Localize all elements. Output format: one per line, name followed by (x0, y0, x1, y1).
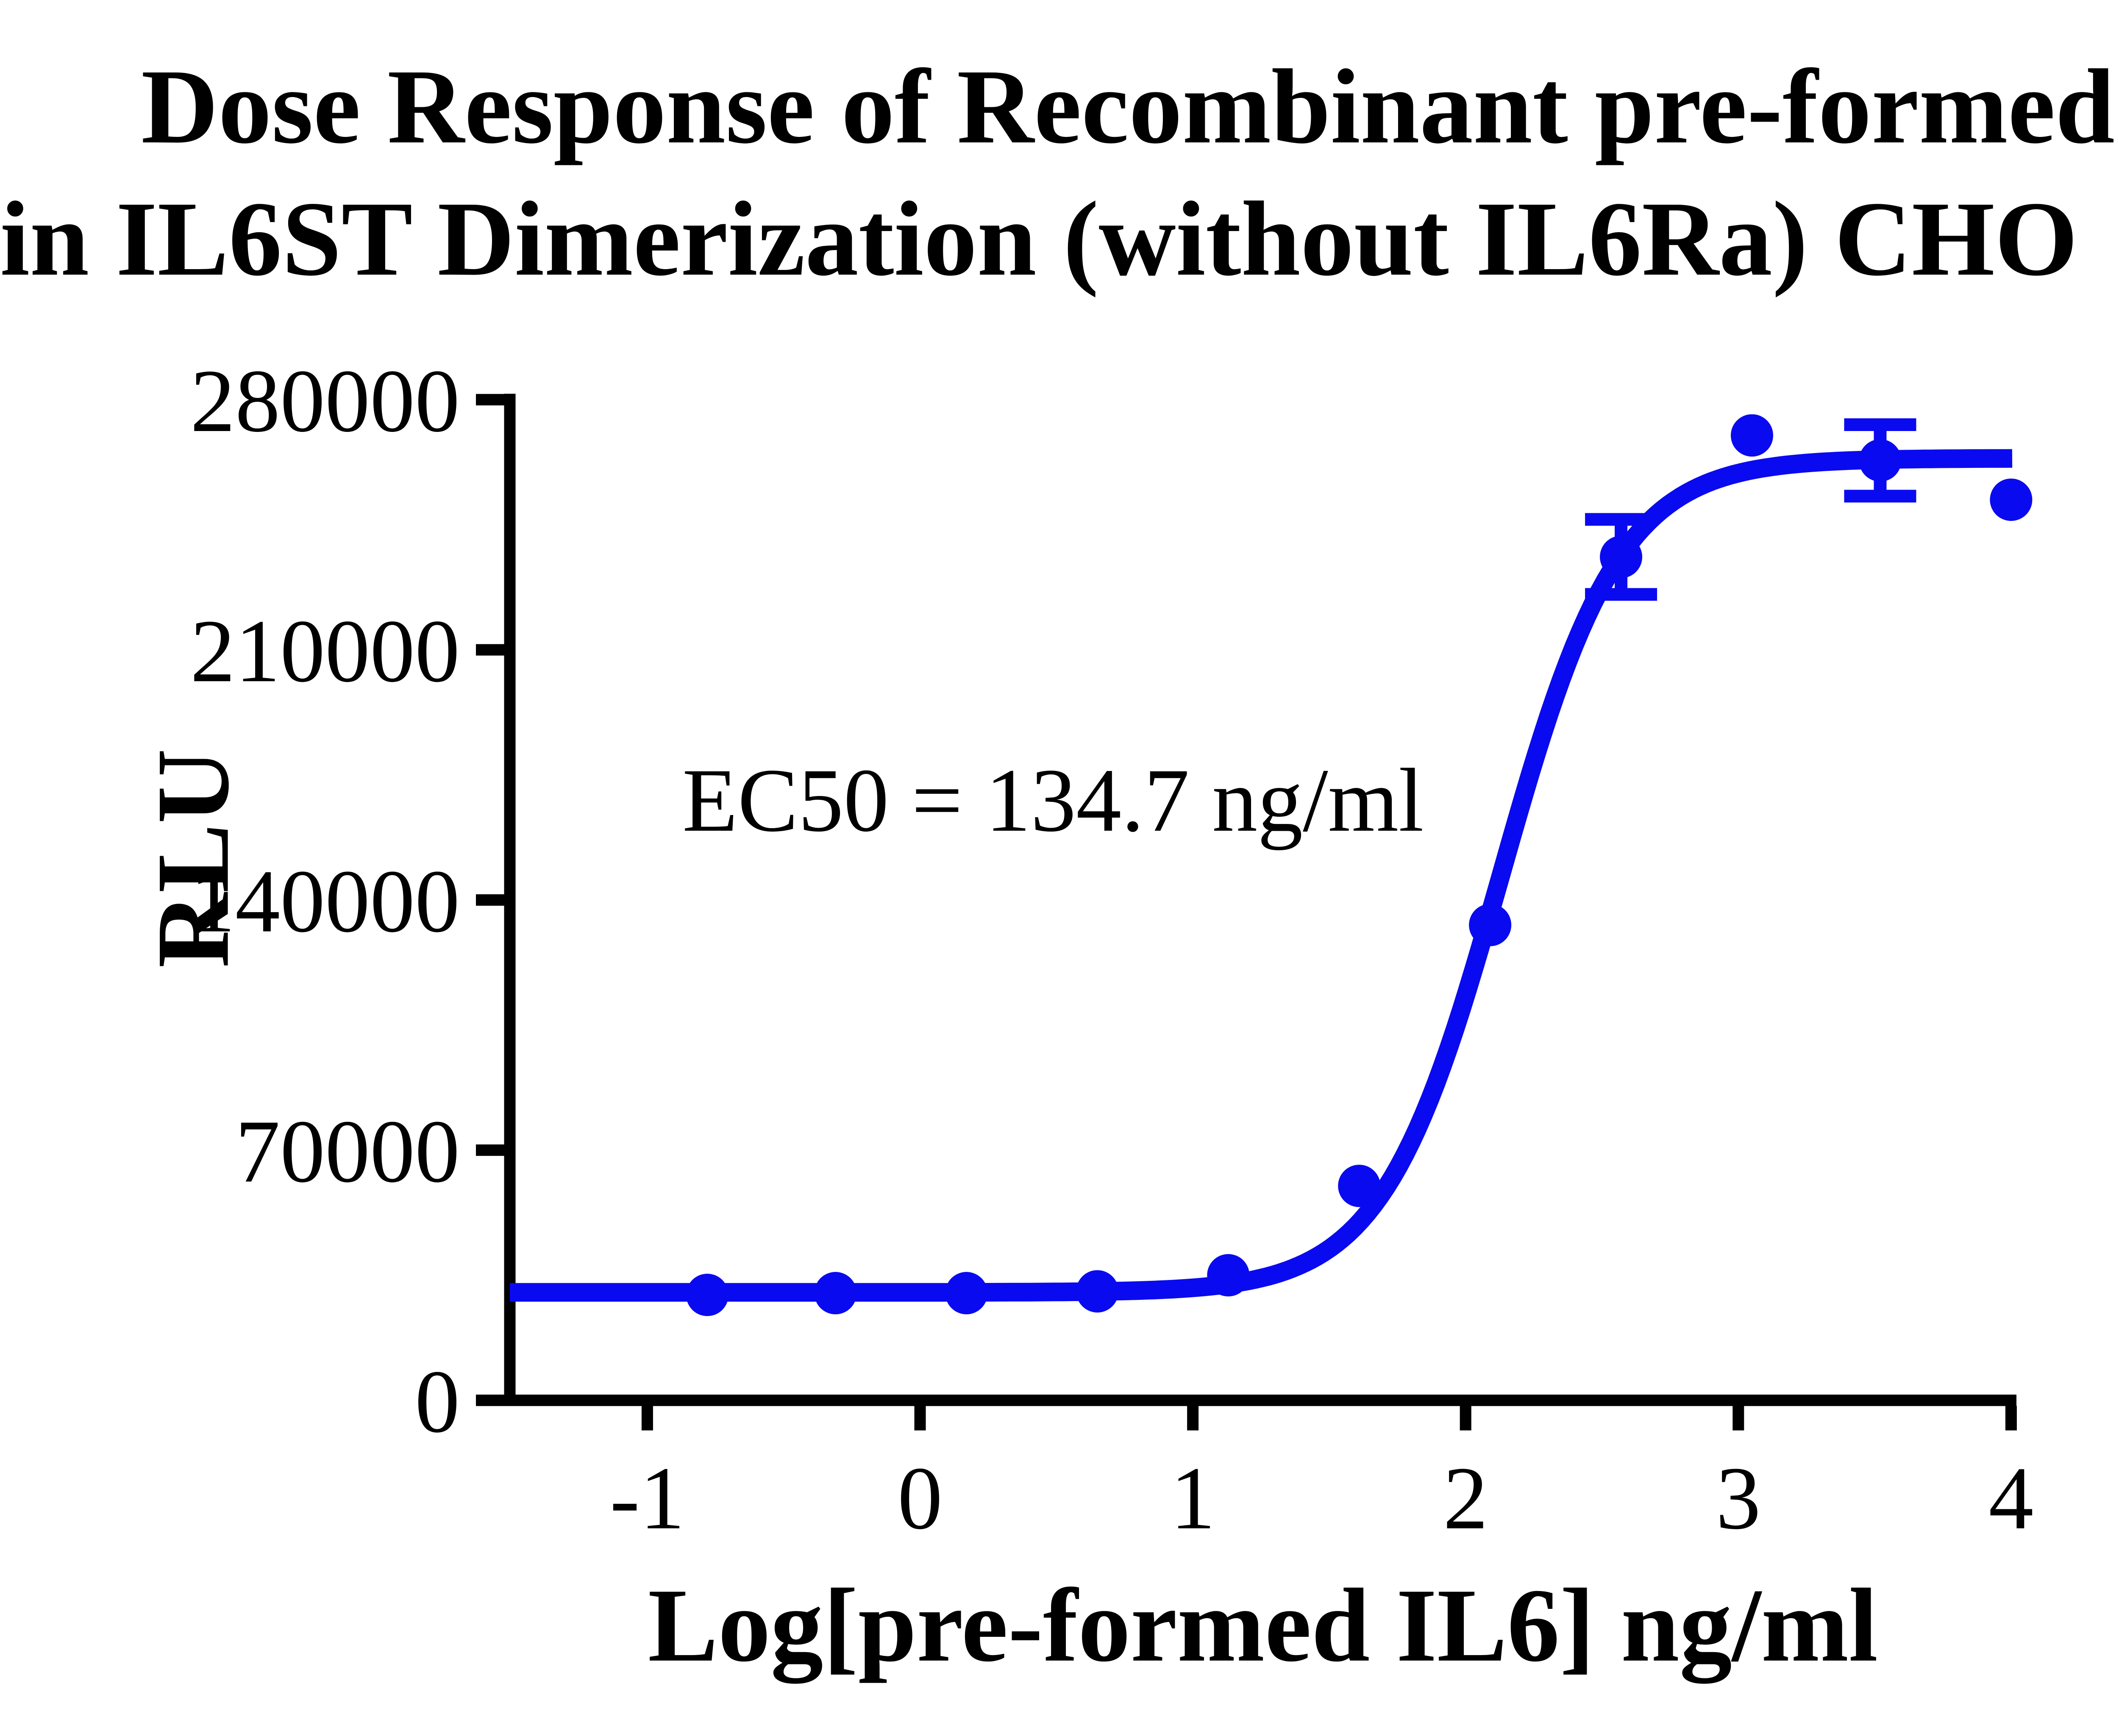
data-point (1859, 439, 1902, 482)
data-point (814, 1272, 857, 1315)
data-point (1990, 479, 2033, 521)
x-tick-label: 4 (1988, 1448, 2033, 1548)
x-tick-label: 3 (1716, 1448, 1761, 1548)
y-tick-label: 280000 (190, 351, 460, 451)
y-tick-label: 0 (415, 1352, 460, 1451)
chart-title-line1: Dose Response of Recombinant pre-formed … (141, 47, 2119, 166)
data-point (1338, 1165, 1381, 1207)
y-tick-label: 70000 (235, 1102, 460, 1201)
data-point (686, 1274, 729, 1316)
chart-title: Dose Response of Recombinant pre-formed … (0, 40, 2119, 305)
fit-curve (506, 449, 2016, 1302)
data-point (1076, 1270, 1119, 1313)
x-tick-label: 0 (898, 1448, 943, 1548)
x-tick-label: 2 (1443, 1448, 1488, 1548)
chart-title-line2: in IL6ST Dimerization (without IL6Ra) CH… (0, 179, 2119, 298)
x-axis-title: Log[pre-formed IL6] ng/ml (648, 1567, 1878, 1683)
data-point (1600, 536, 1643, 579)
data-point (945, 1272, 988, 1315)
x-tick-label: -1 (610, 1448, 685, 1548)
y-tick-label: 140000 (190, 851, 460, 951)
ec50-annotation: EC50 = 134.7 ng/ml (682, 750, 1424, 851)
data-point (1730, 414, 1773, 457)
data-point (1207, 1254, 1250, 1296)
x-tick-label: 1 (1171, 1448, 1215, 1548)
data-point (1469, 904, 1512, 946)
y-tick-label: 210000 (190, 601, 460, 701)
